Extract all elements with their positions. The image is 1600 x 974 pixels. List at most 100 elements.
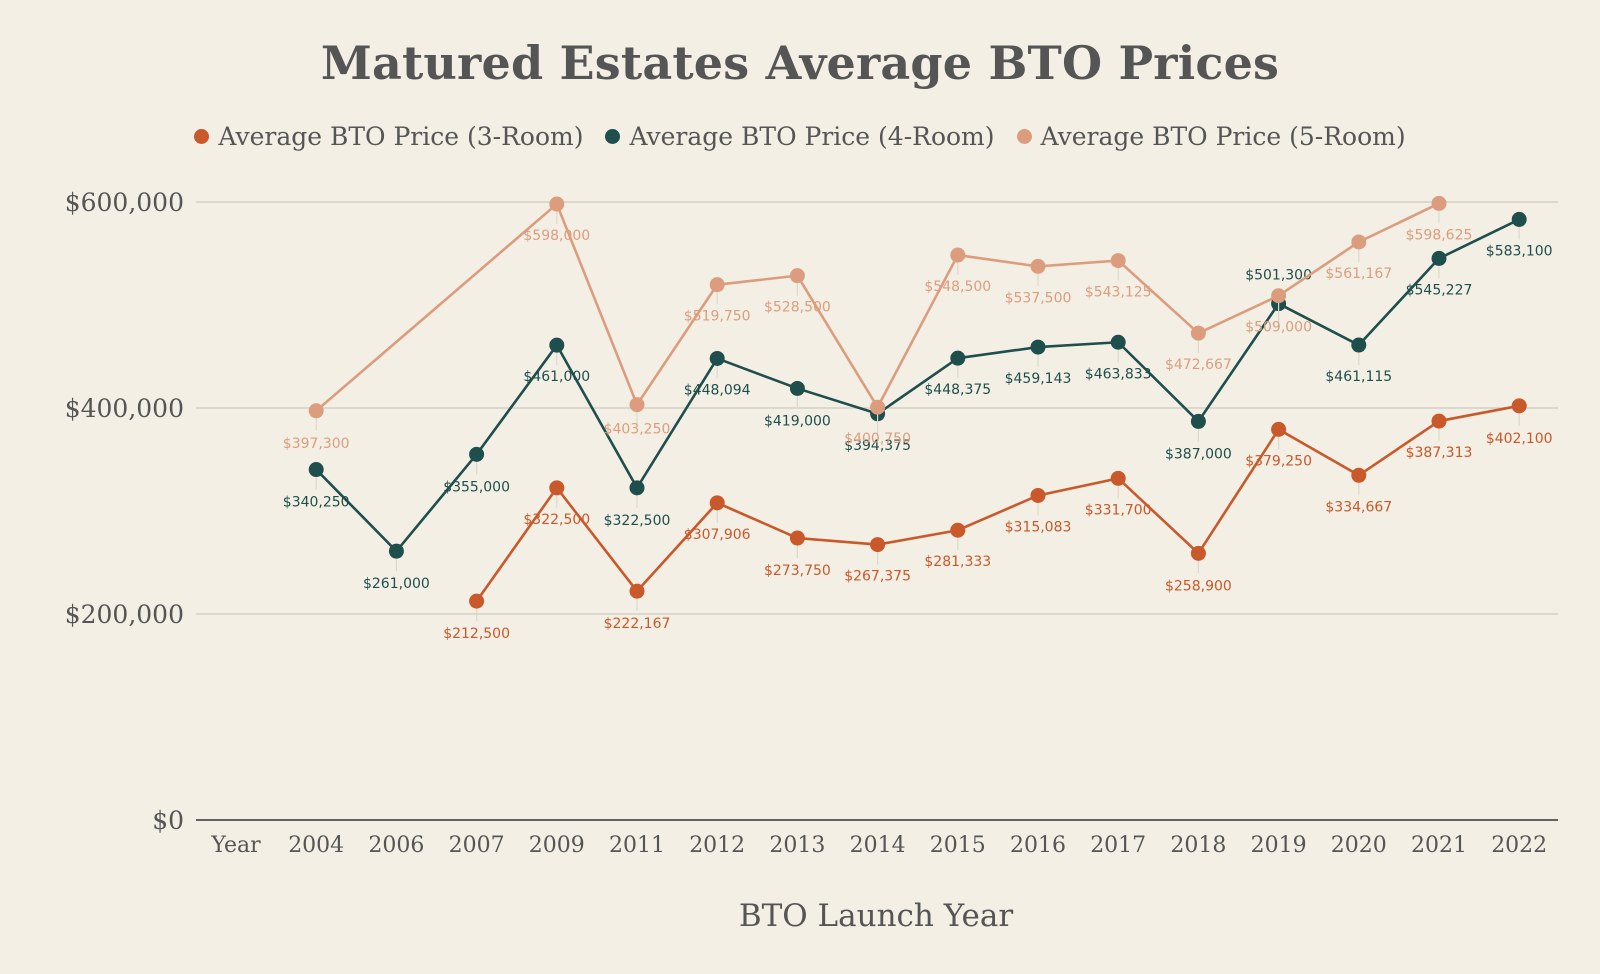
data-label: $315,083 — [1005, 519, 1072, 535]
data-point — [549, 480, 565, 496]
series-line-segment — [1116, 340, 1200, 423]
series-line-segment — [876, 356, 960, 416]
legend-swatch-4-room — [605, 129, 621, 144]
data-label: $528,500 — [764, 300, 831, 316]
x-tick-label: 2011 — [609, 833, 665, 858]
data-point — [469, 446, 485, 462]
x-tick-label: 2022 — [1491, 833, 1547, 858]
series-line-segment — [475, 486, 559, 603]
series-line-segment — [1357, 257, 1441, 347]
data-label: $561,167 — [1325, 266, 1392, 282]
legend-label-3-room: Average BTO Price (3-Room) — [218, 122, 584, 151]
data-label: $222,167 — [604, 616, 671, 632]
data-label: $397,300 — [283, 436, 350, 452]
data-label: $509,000 — [1245, 320, 1312, 336]
x-tick-label: 2021 — [1411, 833, 1467, 858]
series-line-segment — [715, 357, 799, 390]
data-label: $322,500 — [523, 512, 590, 528]
data-label: $273,750 — [764, 563, 831, 579]
data-point — [1431, 195, 1447, 211]
data-point — [709, 350, 725, 366]
series-line-segment — [555, 343, 639, 490]
data-label: $461,115 — [1325, 369, 1392, 385]
data-point — [1030, 487, 1046, 503]
data-label: $267,375 — [844, 569, 911, 585]
series-line-segment — [395, 453, 478, 553]
series-line-segment — [475, 343, 559, 456]
data-point — [1110, 334, 1126, 350]
series-line-segment — [1277, 240, 1361, 298]
series-line-segment — [796, 387, 879, 416]
series-line-segment — [314, 468, 398, 553]
data-point — [1110, 470, 1126, 486]
data-label: $400,750 — [844, 431, 911, 447]
series-line-segment — [956, 494, 1040, 532]
data-point — [1351, 467, 1367, 483]
data-label: $448,094 — [684, 382, 751, 398]
series-line-segment — [555, 202, 639, 406]
data-label: $459,143 — [1005, 371, 1072, 387]
data-point — [950, 350, 966, 366]
data-point — [1511, 398, 1527, 414]
series-line-segment — [1357, 202, 1441, 244]
series-line-segment — [1277, 302, 1361, 347]
series-line-segment — [1437, 404, 1521, 423]
x-tick-label: 2020 — [1331, 833, 1387, 858]
legend-item-4-room[interactable]: Average BTO Price (4-Room) — [605, 122, 995, 151]
x-tick-label: 2014 — [850, 833, 906, 858]
data-point — [789, 268, 805, 284]
chart-legend: Average BTO Price (3-Room) Average BTO P… — [0, 122, 1600, 151]
x-axis-title: BTO Launch Year — [738, 898, 1014, 934]
series-line-segment — [956, 345, 1040, 360]
x-tick-label: 2015 — [930, 833, 986, 858]
legend-item-5-room[interactable]: Average BTO Price (5-Room) — [1016, 122, 1406, 151]
legend-swatch-3-room — [194, 129, 210, 144]
data-point — [1351, 234, 1367, 250]
series-line-segment — [1197, 428, 1280, 555]
series-line-segment — [796, 274, 879, 409]
series-line-segment — [635, 283, 719, 406]
legend-swatch-5-room — [1016, 129, 1032, 144]
data-point — [870, 399, 886, 415]
data-label: $258,900 — [1165, 578, 1232, 594]
data-point — [1351, 337, 1367, 353]
data-label: $461,000 — [523, 369, 590, 385]
data-label: $402,100 — [1486, 431, 1553, 447]
data-point — [950, 522, 966, 538]
legend-item-3-room[interactable]: Average BTO Price (3-Room) — [194, 122, 583, 151]
y-tick-label: $600,000 — [65, 188, 184, 217]
data-point — [709, 495, 725, 511]
data-point — [1190, 545, 1206, 561]
data-label: $501,300 — [1245, 268, 1312, 284]
series-line-segment — [715, 274, 799, 286]
data-point — [1190, 325, 1206, 341]
series-line-segment — [635, 501, 719, 593]
series-line-segment — [956, 253, 1040, 268]
data-point — [549, 337, 565, 353]
x-tick-label: 2012 — [689, 833, 745, 858]
chart-title: Matured Estates Average BTO Prices — [320, 36, 1280, 90]
data-point — [1030, 258, 1046, 274]
data-point — [709, 277, 725, 293]
data-label: $322,500 — [604, 513, 671, 529]
data-point — [789, 380, 805, 396]
data-label: $387,313 — [1406, 445, 1473, 461]
data-point — [388, 543, 404, 559]
data-label: $537,500 — [1005, 290, 1072, 306]
series-line-segment — [555, 486, 639, 593]
x-tick-label: 2004 — [288, 833, 344, 858]
series-line-segment — [1197, 302, 1280, 423]
y-tick-label: $0 — [152, 806, 184, 835]
data-point — [1511, 211, 1527, 227]
series-line-segment — [1116, 259, 1200, 335]
series-line-segment — [1036, 340, 1120, 349]
series-line-segment — [1197, 294, 1280, 335]
series-line-segment — [876, 253, 960, 409]
data-label: $598,000 — [523, 228, 590, 244]
x-tick-label: 2007 — [449, 833, 505, 858]
data-label: $261,000 — [363, 576, 430, 592]
data-point — [629, 397, 645, 413]
data-point — [1271, 288, 1287, 304]
series-line-segment — [1036, 259, 1120, 268]
